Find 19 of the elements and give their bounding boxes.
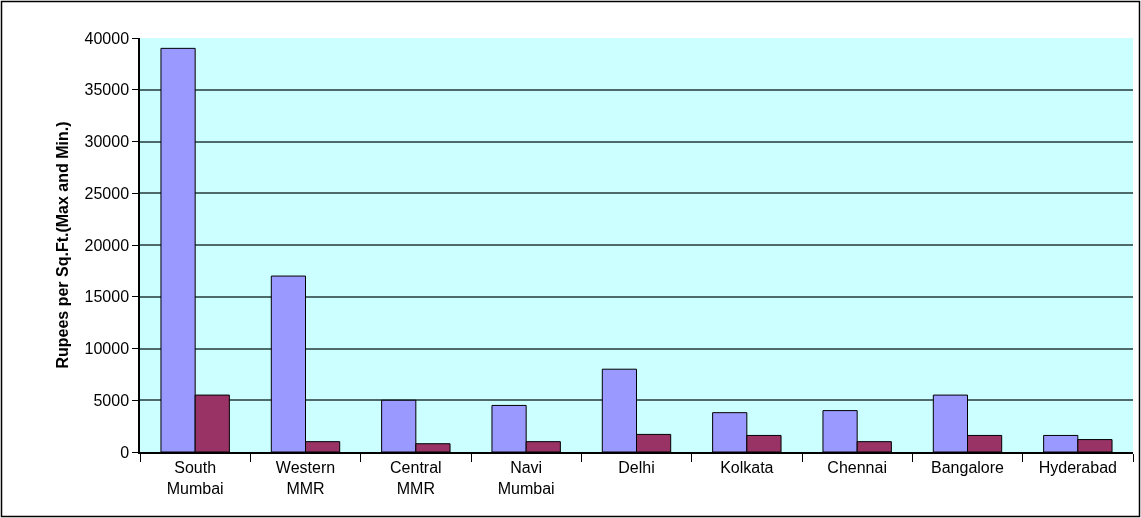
y-tick-label: 15000: [84, 288, 130, 306]
y-tick-label: 35000: [84, 81, 130, 99]
x-tick-label: South Mumbai: [166, 458, 224, 497]
y-tick-label: 5000: [93, 391, 130, 409]
x-tick-label: Western MMR: [275, 458, 336, 497]
x-tick-label: Navi Mumbai: [497, 458, 555, 497]
x-tick-label: Delhi: [618, 458, 655, 476]
y-tick-label: 10000: [84, 340, 130, 358]
x-tick-label: Chennai: [827, 458, 887, 476]
y-tick-label: 20000: [84, 236, 130, 254]
y-axis-title: Rupees per Sq.Ft.(Max and Min.): [53, 121, 71, 369]
x-tick-label: Central MMR: [390, 458, 442, 497]
y-tick-label: 0: [120, 443, 130, 461]
x-tick-label: Hyderabad: [1038, 458, 1117, 476]
x-tick-label: Kolkata: [720, 458, 774, 476]
y-tick-label: 25000: [84, 184, 130, 202]
y-tick-label: 40000: [84, 29, 130, 47]
y-tick-label: 30000: [84, 133, 130, 151]
x-tick-label: Bangalore: [931, 458, 1005, 476]
